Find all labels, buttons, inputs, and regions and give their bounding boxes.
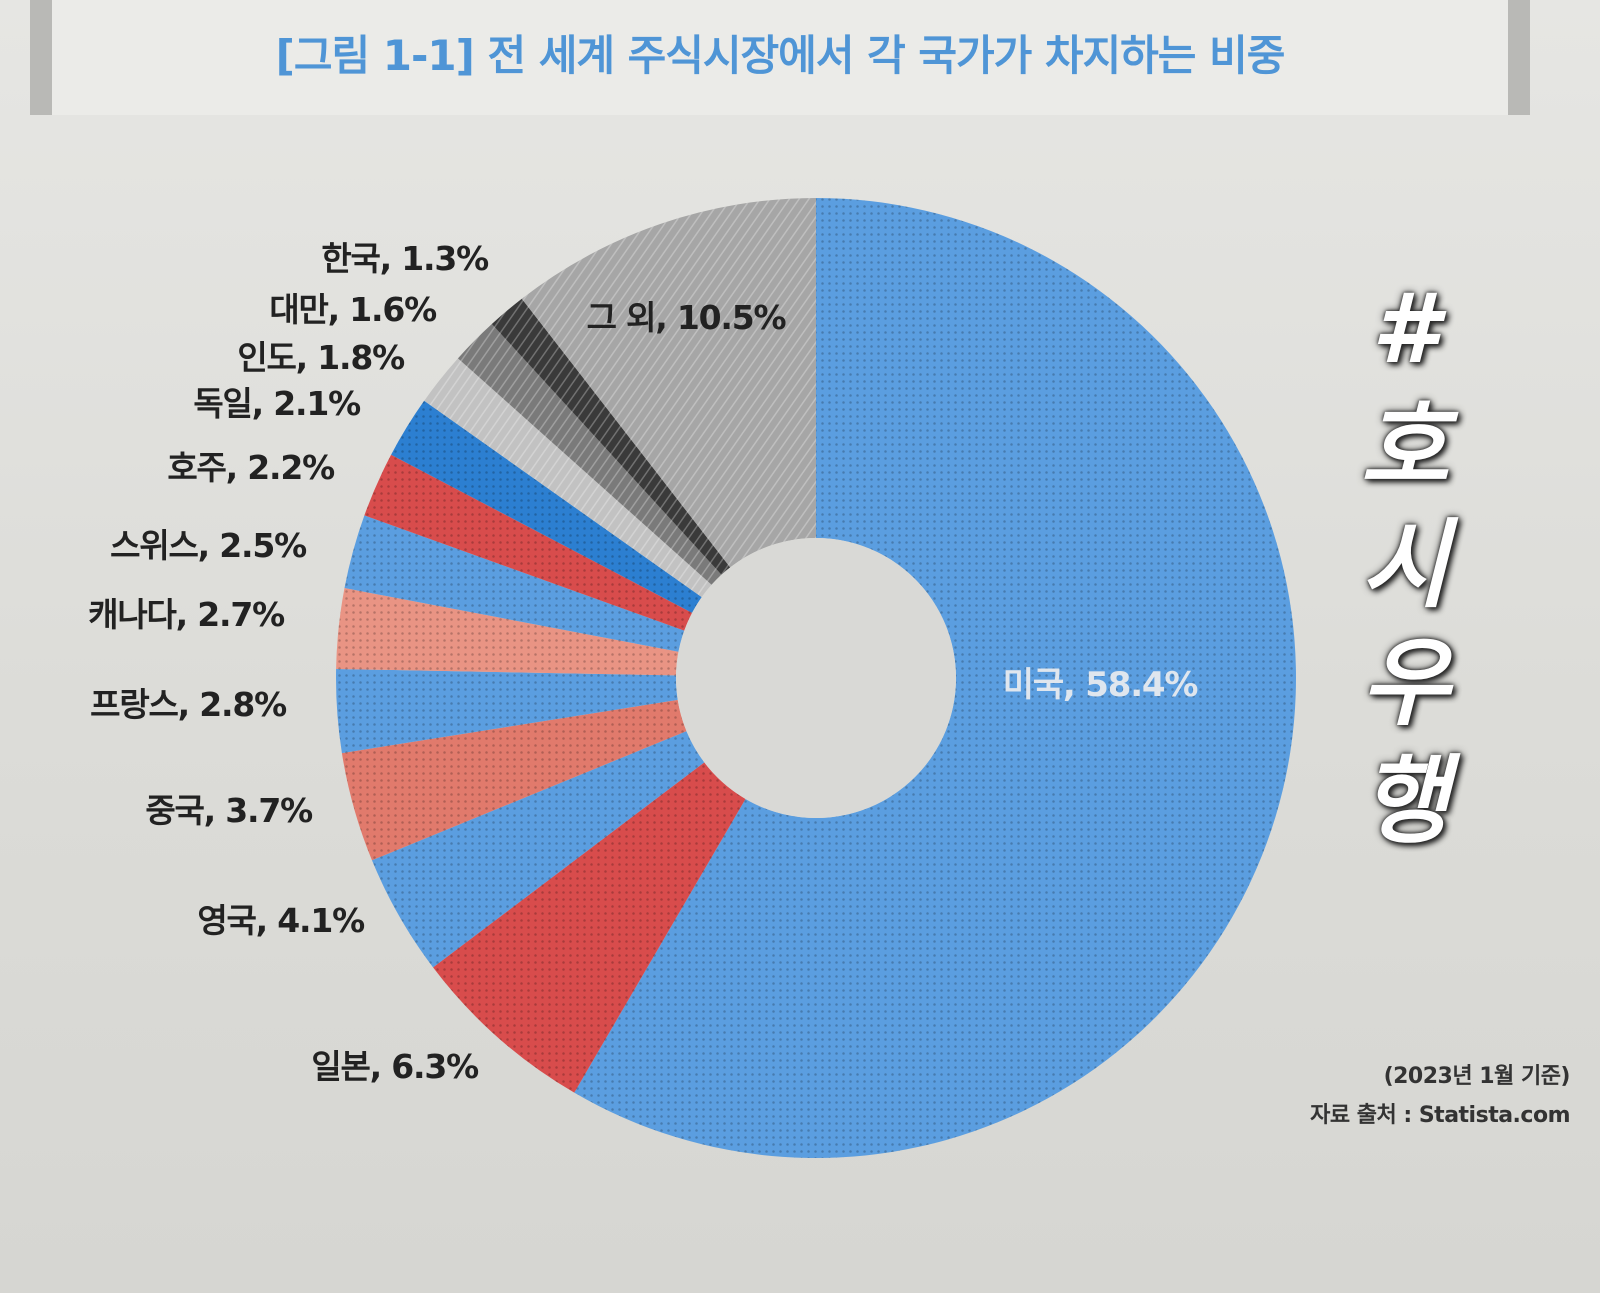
handwritten-char-5: 행: [1360, 745, 1450, 857]
slice-label-대만: 대만, 1.6%: [269, 290, 437, 329]
source-note: 자료 출처 : Statista.com: [1310, 1103, 1570, 1128]
handwritten-char-4: 우: [1360, 627, 1450, 739]
slice-label-호주: 호주, 2.2%: [167, 448, 335, 487]
slice-texture-미국: [574, 198, 1297, 1158]
slice-texture-영국: [371, 731, 705, 968]
donut-hole: [676, 538, 956, 818]
slice-label-스위스: 스위스, 2.5%: [110, 526, 307, 565]
slice-texture-한국: [491, 298, 731, 575]
handwritten-watermark: # 호 시 우 행: [1350, 270, 1460, 860]
slice-label-독일: 독일, 2.1%: [193, 384, 361, 423]
slice-label-일본: 일본, 6.3%: [311, 1047, 479, 1086]
figure-title: [그림 1-1] 전 세계 주식시장에서 각 국가가 차지하는 비중: [275, 31, 1286, 80]
slice-texture-프랑스: [336, 668, 678, 754]
slice-texture-인도: [424, 358, 712, 598]
title-band: [30, 0, 1530, 115]
slice-label-그 외: 그 외, 10.5%: [587, 298, 787, 337]
date-note: (2023년 1월 기준): [1383, 1064, 1571, 1089]
slice-label-캐나다: 캐나다, 2.7%: [88, 595, 285, 634]
slice-label-중국: 중국, 3.7%: [145, 791, 313, 830]
slice-texture-호주: [364, 454, 693, 631]
handwritten-char-3: 시: [1360, 509, 1450, 621]
slice-texture-스위스: [344, 515, 685, 652]
slice-label-한국: 한국, 1.3%: [321, 239, 489, 278]
slice-label-인도: 인도, 1.8%: [237, 338, 405, 377]
handwritten-char-1: #: [1371, 273, 1439, 385]
slice-texture-일본: [433, 762, 746, 1093]
slice-texture-그 외: [521, 198, 816, 568]
slice-label-프랑스: 프랑스, 2.8%: [90, 685, 287, 724]
slice-texture-캐나다: [336, 588, 679, 676]
slice-label-미국: 미국, 58.4%: [1003, 665, 1198, 705]
slice-texture-대만: [457, 323, 722, 585]
handwritten-char-2: 호: [1360, 391, 1450, 503]
slice-label-영국: 영국, 4.1%: [197, 901, 365, 940]
slice-texture-중국: [341, 699, 687, 861]
slice-texture-독일: [391, 400, 702, 613]
